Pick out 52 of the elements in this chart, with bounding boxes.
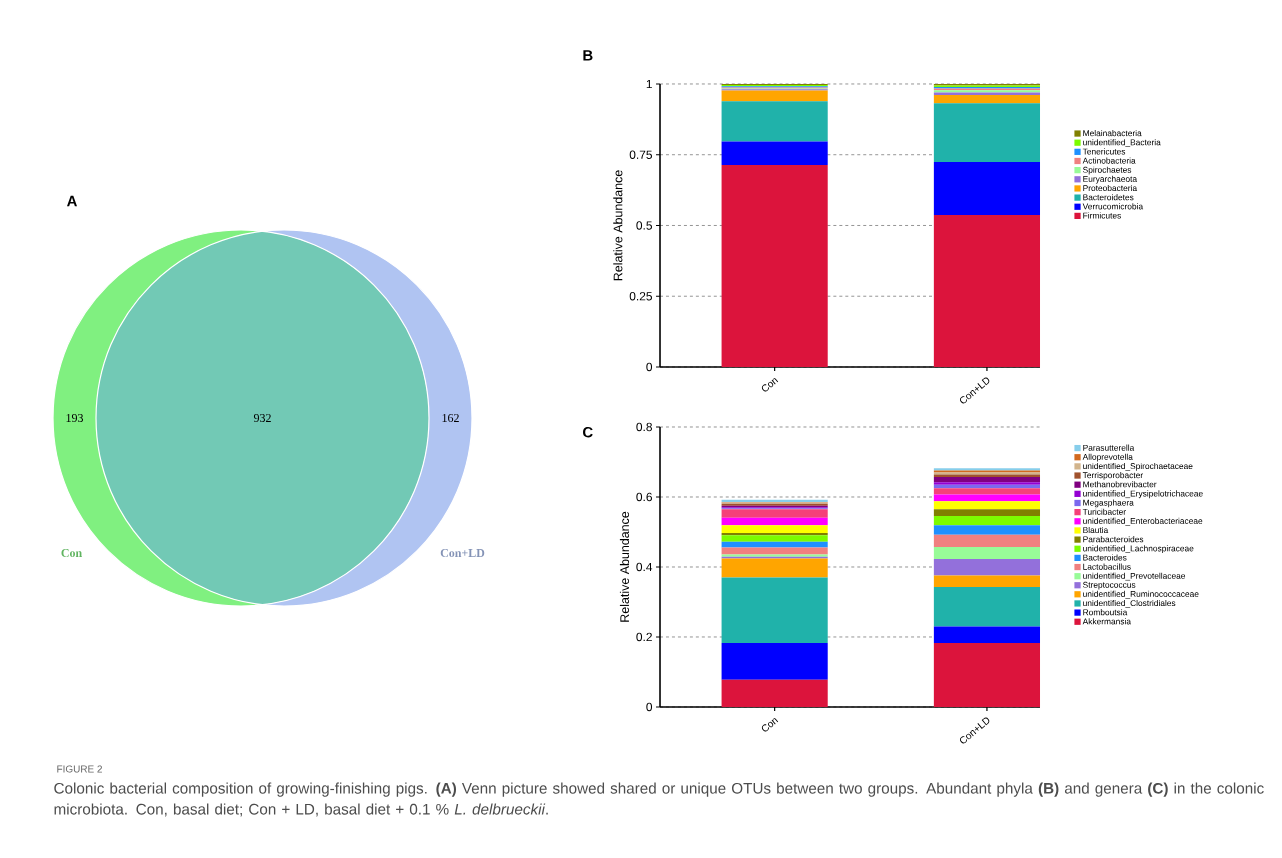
legend-label: Verrucomicrobia bbox=[1082, 203, 1144, 210]
legend-label: Euryarchaeota bbox=[1083, 175, 1138, 184]
text: A bbox=[66, 195, 77, 207]
legend-label: Parabacteroides bbox=[1083, 536, 1144, 543]
y-tick-label: 0.6 bbox=[636, 492, 652, 502]
legend-label: Megasphaera bbox=[1083, 499, 1134, 508]
y-tick-label: 0.4 bbox=[636, 562, 653, 572]
data-label: 162 bbox=[442, 413, 459, 422]
legend-label: Spirochaetes bbox=[1083, 166, 1132, 175]
y-tick-label: 1 bbox=[646, 79, 652, 89]
legend-label: unidentified_Bacteria bbox=[1083, 139, 1161, 147]
legend-label: Blautia bbox=[1083, 526, 1109, 534]
legend-label: Bacteroides bbox=[1083, 554, 1127, 561]
legend-label: Tenericutes bbox=[1082, 148, 1126, 155]
category-label: Con bbox=[61, 548, 82, 557]
y-tick-label: 0.5 bbox=[636, 221, 652, 230]
legend-label: Actinobacteria bbox=[1082, 157, 1136, 164]
legend-label: Akkermansia bbox=[1082, 618, 1132, 625]
legend-label: unidentified_Clostridiales bbox=[1083, 599, 1176, 608]
legend-label: unidentified_Spirochaetaceae bbox=[1083, 462, 1193, 471]
y-axis-title: Relative Abundance bbox=[613, 170, 623, 281]
legend-label: unidentified_Prevotellaceae bbox=[1083, 572, 1186, 581]
legend-label: unidentified_Erysipelotrichaceae bbox=[1083, 490, 1203, 499]
legend-label: Bacteroidetes bbox=[1083, 194, 1134, 201]
legend-label: Turicibacter bbox=[1082, 508, 1126, 515]
category-label: Con+LD bbox=[440, 548, 485, 557]
legend-label: Firmicutes bbox=[1083, 212, 1121, 219]
legend-label: Lactobacillus bbox=[1083, 563, 1131, 570]
data-label: 932 bbox=[253, 413, 271, 422]
legend-label: unidentified_Enterobacteriaceae bbox=[1083, 517, 1203, 526]
legend-label: Melainabacteria bbox=[1083, 130, 1142, 137]
legend-label: Methanobrevibacter bbox=[1083, 481, 1157, 488]
y-tick-label: 0 bbox=[646, 702, 653, 712]
legend-label: unidentified_Lachnospiraceae bbox=[1083, 545, 1194, 554]
text: Colonic bacterial composition of growing-finishing pigs. (A) Venn picture showed shared or unique OTUs between two groups. Abundant phyla (B) and genera (C) in the colonic microbiota. Con, basal diet; Con + LD, basal diet + 0.1 % L. delbrueckii. bbox=[54, 782, 1264, 817]
y-axis-title: Relative Abundance bbox=[619, 511, 630, 622]
legend-label: Parasutterella bbox=[1083, 444, 1135, 451]
caption: FIGURE 2 bbox=[57, 765, 102, 773]
chart-title: C bbox=[583, 426, 593, 438]
y-tick-label: 0.25 bbox=[629, 292, 652, 301]
y-tick-label: 0.8 bbox=[636, 422, 652, 432]
legend-label: Romboutsia bbox=[1083, 609, 1128, 616]
chart-title: B bbox=[583, 50, 593, 61]
legend-label: Alloprevotella bbox=[1082, 453, 1133, 462]
legend-label: Proteobacteria bbox=[1083, 184, 1138, 192]
y-tick-label: 0.75 bbox=[629, 150, 652, 159]
legend-label: unidentified_Ruminococcaceae bbox=[1083, 590, 1199, 599]
data-label: 193 bbox=[66, 413, 84, 422]
y-tick-label: 0.2 bbox=[636, 632, 652, 642]
legend-label: Terrisporobacter bbox=[1082, 472, 1143, 480]
y-tick-label: 0 bbox=[646, 362, 653, 372]
legend-label: Streptococcus bbox=[1083, 581, 1136, 590]
